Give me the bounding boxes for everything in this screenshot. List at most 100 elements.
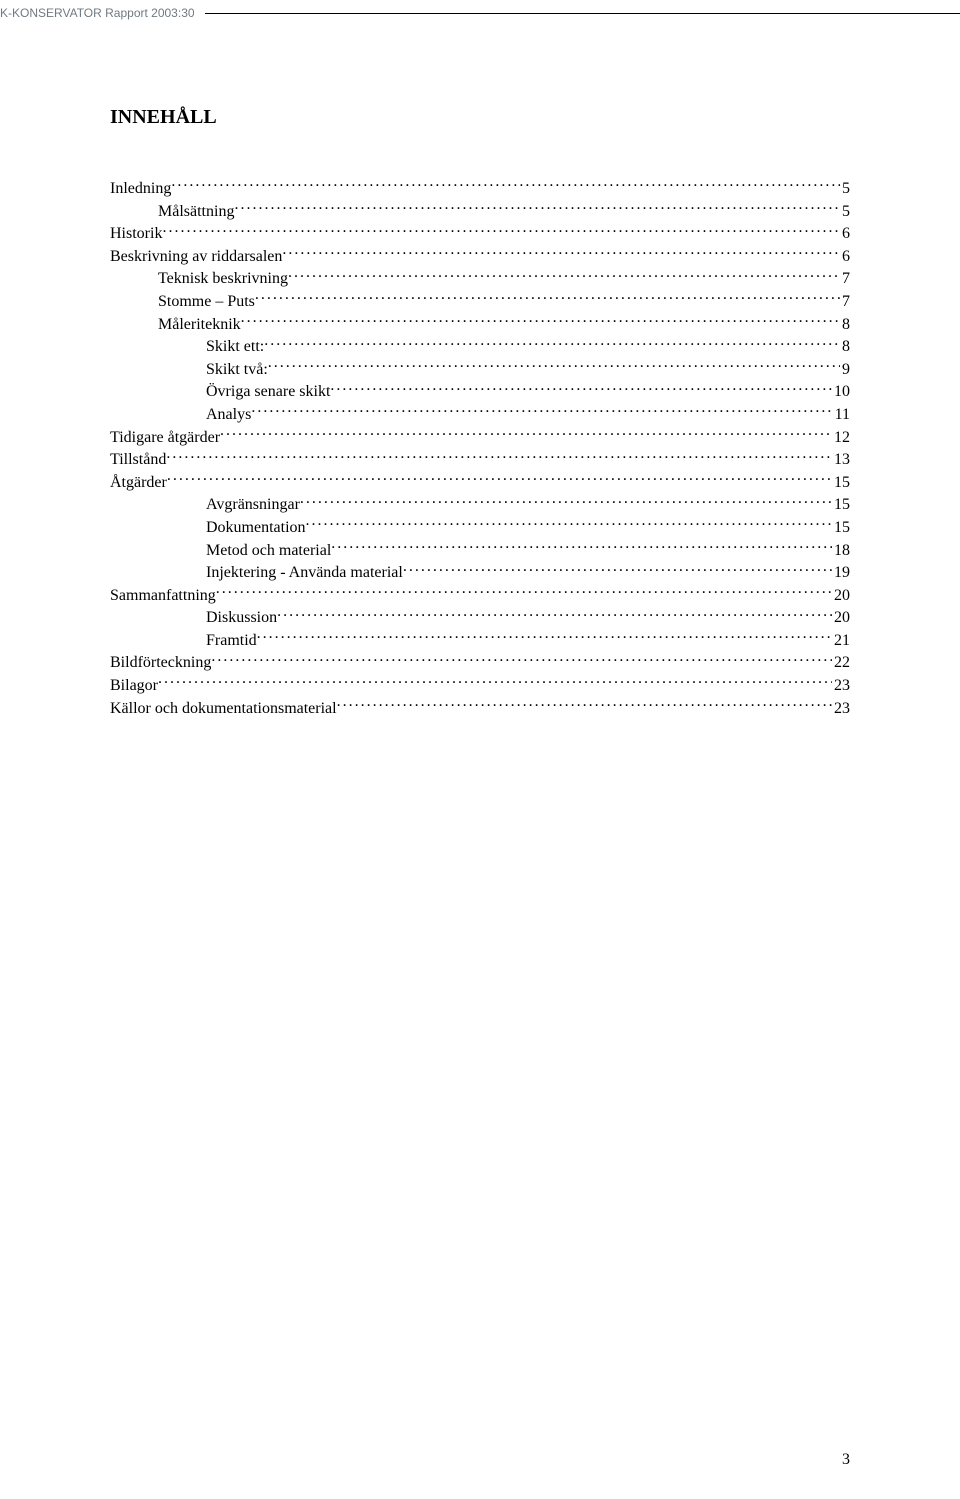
toc-entry-page: 20 (832, 585, 850, 607)
toc-entry: Sammanfattning 20 (110, 584, 850, 607)
toc-entry: Teknisk beskrivning 7 (110, 267, 850, 290)
toc-entry-page: 22 (832, 652, 850, 674)
toc-leader-dots (306, 516, 832, 532)
toc-entry: Injektering - Använda material 19 (110, 561, 850, 584)
toc-entry-label: Dokumentation (206, 517, 306, 539)
toc-leader-dots (220, 426, 832, 442)
toc-leader-dots (251, 403, 832, 419)
toc-entry: Måleriteknik 8 (110, 313, 850, 336)
toc-leader-dots (255, 290, 840, 306)
toc-entry-label: Bilagor (110, 675, 158, 697)
toc-entry: Källor och dokumentationsmaterial 23 (110, 697, 850, 720)
toc-entry-label: Injektering - Använda material (206, 562, 403, 584)
toc-entry-label: Källor och dokumentationsmaterial (110, 698, 337, 720)
toc-entry-page: 8 (840, 336, 850, 358)
toc-entry-page: 23 (832, 675, 850, 697)
toc-entry-label: Sammanfattning (110, 585, 216, 607)
toc-entry-label: Övriga senare skikt (206, 381, 330, 403)
toc-leader-dots (241, 313, 840, 329)
toc-entry-label: Metod och material (206, 540, 331, 562)
toc-entry: Framtid 21 (110, 629, 850, 652)
toc-entry-page: 18 (832, 540, 850, 562)
toc-leader-dots (162, 222, 840, 238)
toc-entry: Stomme – Puts 7 (110, 290, 850, 313)
toc-entry-label: Skikt två: (206, 359, 268, 381)
toc-entry-page: 5 (840, 178, 850, 200)
toc-entry-label: Teknisk beskrivning (158, 268, 288, 290)
toc-entry: Åtgärder 15 (110, 471, 850, 494)
toc-entry-label: Framtid (206, 630, 257, 652)
toc-entry-label: Måleriteknik (158, 314, 241, 336)
toc-entry: Målsättning 5 (110, 200, 850, 223)
toc-entry-label: Inledning (110, 178, 171, 200)
toc-entry-page: 21 (832, 630, 850, 652)
toc-entry-label: Åtgärder (110, 472, 167, 494)
toc-entry-page: 6 (840, 223, 850, 245)
toc-entry-page: 15 (832, 494, 850, 516)
toc-entry-page: 20 (832, 607, 850, 629)
toc-leader-dots (167, 471, 832, 487)
toc-entry: Tillstånd13 (110, 448, 850, 471)
toc-entry-page: 10 (832, 381, 850, 403)
toc-entry-page: 7 (840, 291, 850, 313)
running-header-text: K-KONSERVATOR Rapport 2003:30 (0, 6, 195, 20)
toc-leader-dots (277, 606, 832, 622)
toc-entry: Bildförteckning 22 (110, 651, 850, 674)
document-page: K-KONSERVATOR Rapport 2003:30 INNEHÅLL I… (0, 0, 960, 1499)
toc-leader-dots (403, 561, 832, 577)
toc-leader-dots (330, 380, 832, 396)
toc-leader-dots (158, 674, 832, 690)
table-of-contents: Inledning5Målsättning5Historik6Beskrivni… (110, 177, 850, 719)
toc-entry: Analys 11 (110, 403, 850, 426)
toc-leader-dots (211, 651, 832, 667)
toc-leader-dots (171, 177, 840, 193)
toc-entry-label: Tidigare åtgärder (110, 427, 220, 449)
toc-entry: Bilagor 23 (110, 674, 850, 697)
toc-entry: Diskussion20 (110, 606, 850, 629)
toc-entry: Inledning 5 (110, 177, 850, 200)
toc-entry-page: 15 (832, 472, 850, 494)
toc-leader-dots (331, 539, 832, 555)
toc-entry-page: 8 (840, 314, 850, 336)
toc-leader-dots (264, 335, 840, 351)
toc-entry-page: 12 (832, 427, 850, 449)
toc-entry: Dokumentation15 (110, 516, 850, 539)
toc-leader-dots (216, 584, 832, 600)
toc-entry-label: Beskrivning av riddarsalen (110, 246, 282, 268)
toc-entry: Metod och material 18 (110, 539, 850, 562)
content-area: INNEHÅLL Inledning 5 Målsättning 5 Historik 6… (0, 26, 960, 719)
toc-entry-label: Målsättning (158, 201, 234, 223)
toc-entry: Skikt två: 9 (110, 358, 850, 381)
page-number: 3 (842, 1451, 850, 1469)
toc-entry: Historik 6 (110, 222, 850, 245)
toc-entry: Beskrivning av riddarsalen 6 (110, 245, 850, 268)
toc-entry-label: Skikt ett: (206, 336, 264, 358)
toc-leader-dots (337, 697, 832, 713)
toc-leader-dots (268, 358, 840, 374)
toc-entry: Övriga senare skikt 10 (110, 380, 850, 403)
toc-entry-page: 9 (840, 359, 850, 381)
toc-entry: Skikt ett: 8 (110, 335, 850, 358)
toc-entry-page: 5 (840, 201, 850, 223)
toc-leader-dots (257, 629, 832, 645)
toc-entry-page: 19 (832, 562, 850, 584)
toc-leader-dots (282, 245, 840, 261)
toc-leader-dots (288, 267, 840, 283)
toc-entry-page: 23 (832, 698, 850, 720)
running-header-label-wrap: K-KONSERVATOR Rapport 2003:30 (0, 0, 205, 26)
toc-entry-page: 6 (840, 246, 850, 268)
toc-entry-label: Bildförteckning (110, 652, 211, 674)
toc-entry-label: Stomme – Puts (158, 291, 255, 313)
toc-entry: Tidigare åtgärder 12 (110, 426, 850, 449)
running-header: K-KONSERVATOR Rapport 2003:30 (0, 0, 960, 26)
toc-title: INNEHÅLL (110, 106, 850, 129)
toc-entry-page: 11 (833, 404, 850, 426)
toc-leader-dots (166, 448, 832, 464)
toc-entry-page: 13 (832, 449, 850, 471)
toc-entry-label: Analys (206, 404, 251, 426)
toc-leader-dots (234, 200, 840, 216)
toc-entry-label: Avgränsningar (206, 494, 300, 516)
toc-entry-page: 7 (840, 268, 850, 290)
toc-entry-label: Historik (110, 223, 162, 245)
toc-leader-dots (300, 493, 832, 509)
